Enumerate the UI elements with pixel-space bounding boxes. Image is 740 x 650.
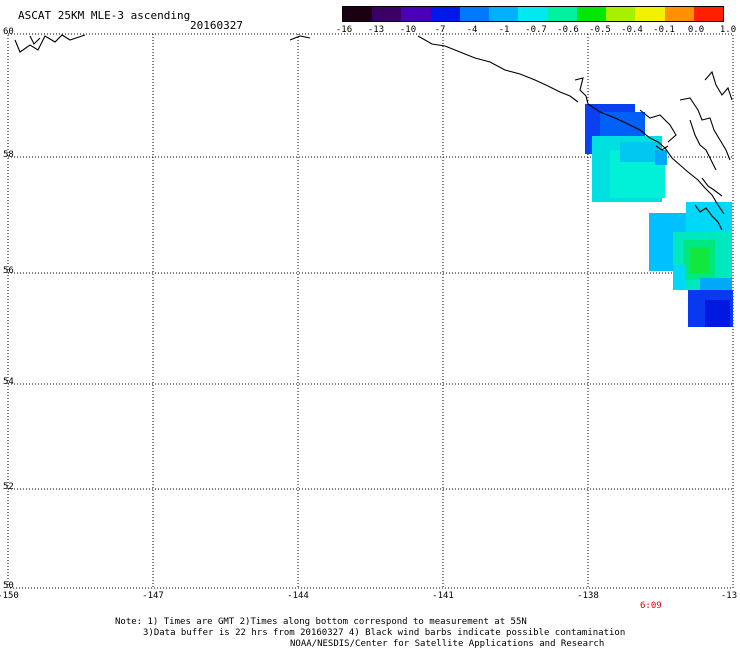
chart-date: 20160327 [190, 19, 243, 32]
colorbar-swatch [664, 7, 694, 21]
colorbar-swatch [489, 7, 519, 21]
latitude-label: 58 [3, 150, 14, 160]
colorbar-swatch [343, 7, 373, 21]
colorbar-tick-label: -13 [367, 25, 385, 35]
note-line-3: NOAA/NESDIS/Center for Satellite Applica… [290, 639, 605, 649]
longitude-label: -147 [142, 591, 164, 601]
colorbar-tick-label: -0.1 [653, 25, 675, 35]
colorbar-swatch [635, 7, 665, 21]
chart-title: ASCAT 25KM MLE-3 ascending [18, 9, 191, 22]
colorbar-swatch [372, 7, 402, 21]
colorbar-swatch [518, 7, 548, 21]
colorbar-tick-label: -0.4 [621, 25, 643, 35]
longitude-label: -144 [287, 591, 309, 601]
colorbar [342, 6, 724, 22]
longitude-label: -150 [0, 591, 19, 601]
latitude-label: 52 [3, 482, 14, 492]
colorbar-swatch [459, 7, 490, 21]
colorbar-tick-label: -0.6 [557, 25, 579, 35]
colorbar-labels: -16 -13 -10 -7 -4 -1 -0.7 -0.6 -0.5 -0.4 -0.1 0.0 1.… [330, 25, 736, 37]
latitude-label: 56 [3, 266, 14, 276]
coastline [14, 34, 733, 231]
colorbar-swatch [606, 7, 636, 21]
longitude-label: -138 [577, 591, 599, 601]
note-line-2: 3)Data buffer is 22 hrs from 20160327 4)… [143, 628, 626, 638]
longitude-label: -13 [720, 591, 738, 601]
colorbar-swatch [693, 7, 724, 21]
colorbar-tick-label: 1.0 [719, 25, 737, 35]
colorbar-tick-label: -4 [466, 25, 478, 35]
mle-swath [585, 104, 733, 327]
colorbar-tick-label: 0.0 [687, 25, 705, 35]
colorbar-swatch [547, 7, 577, 21]
colorbar-swatch [430, 7, 460, 21]
longitude-label: -141 [432, 591, 454, 601]
colorbar-tick-label: -1 [498, 25, 510, 35]
pass-time: 6:09 [640, 601, 662, 611]
colorbar-tick-label: -10 [399, 25, 417, 35]
colorbar-tick-label: -0.5 [589, 25, 611, 35]
latitude-label: 54 [3, 377, 14, 387]
colorbar-tick-label: -0.7 [525, 25, 547, 35]
colorbar-swatch [401, 7, 431, 21]
colorbar-tick-label: -7 [434, 25, 446, 35]
note-line-1: Note: 1) Times are GMT 2)Times along bot… [115, 617, 527, 627]
colorbar-swatch [576, 7, 607, 21]
graticule [8, 34, 733, 588]
latitude-label: 50 [3, 581, 14, 591]
latitude-label: 60 [3, 27, 14, 37]
colorbar-tick-label: -16 [335, 25, 353, 35]
